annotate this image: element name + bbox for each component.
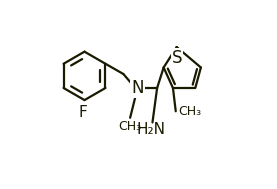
Text: F: F <box>78 105 87 120</box>
Text: H₂N: H₂N <box>136 122 165 137</box>
Text: S: S <box>171 49 182 67</box>
Text: CH₃: CH₃ <box>119 120 142 133</box>
Text: CH₃: CH₃ <box>179 105 202 118</box>
Text: N: N <box>131 79 144 97</box>
